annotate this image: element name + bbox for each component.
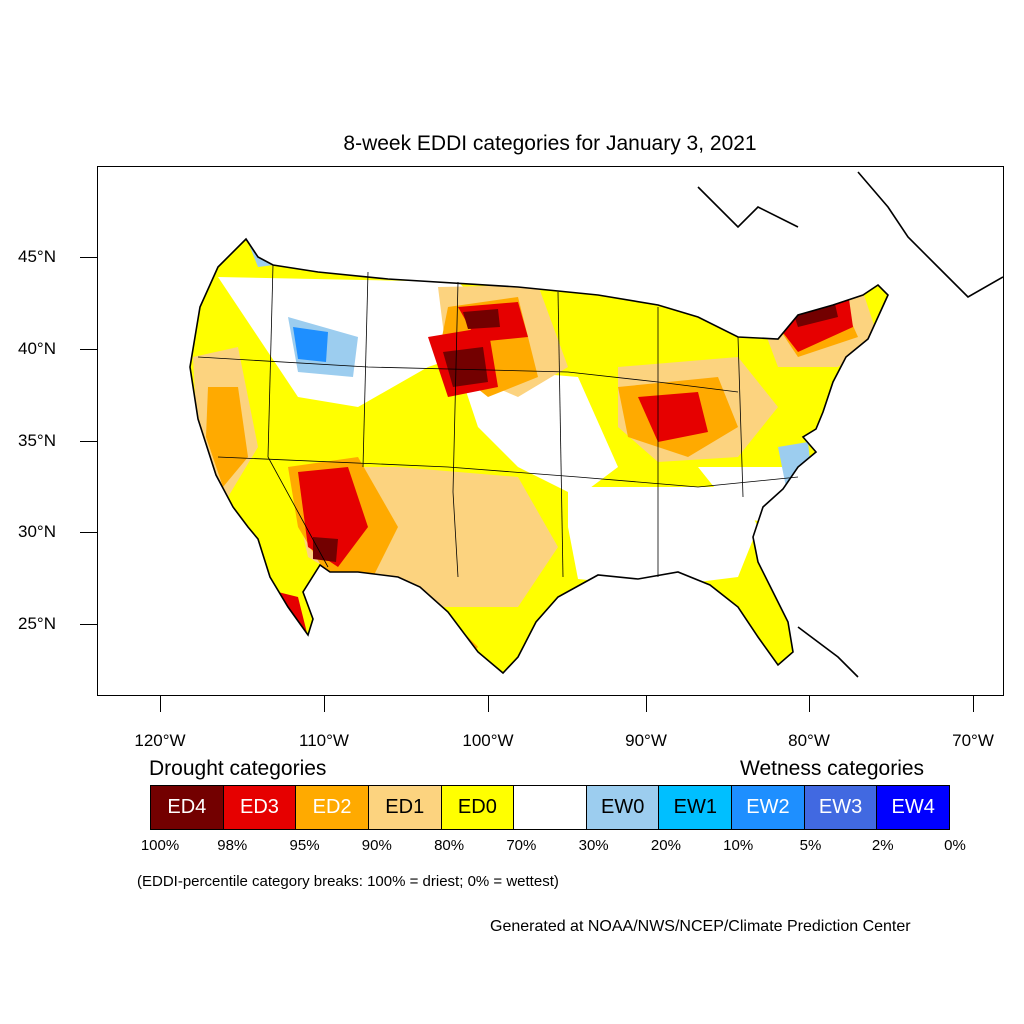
lon-label: 90°W [625, 731, 667, 750]
legend-break-label: 70% [506, 837, 537, 854]
lat-tick [80, 441, 97, 442]
drought-heading: Drought categories [149, 757, 327, 780]
legend-box: ED0 [441, 786, 515, 829]
page-title: 8-week EDDI categories for January 3, 20… [343, 132, 757, 155]
legend-break-label: 90% [361, 837, 392, 854]
legend-break-label: 30% [578, 837, 609, 854]
lat-tick [80, 624, 97, 625]
legend-break-label: 100% [140, 837, 180, 854]
lon-tick [324, 696, 325, 712]
lon-tick [488, 696, 489, 712]
legend-box: ED2 [296, 786, 369, 829]
legend-color-bar: ED4 ED3 ED2 ED1 ED0 EW0 EW1 EW2 EW3 EW4 [150, 785, 950, 830]
state-borders-layer [197, 264, 799, 578]
map-area [97, 166, 1004, 696]
category-note: (EDDI-percentile category breaks: 100% =… [137, 873, 559, 890]
lat-label: 35°N [18, 431, 56, 450]
lat-tick [80, 532, 97, 533]
lat-tick [80, 257, 97, 258]
legend-break-label: 5% [799, 837, 822, 854]
lon-label: 70°W [952, 731, 994, 750]
lon-label: 110°W [299, 731, 349, 750]
lat-tick [80, 349, 97, 350]
lon-tick [160, 696, 161, 712]
lon-tick [973, 696, 974, 712]
eddi-map [189, 171, 1003, 678]
legend-box [514, 786, 587, 829]
lat-label: 30°N [18, 522, 56, 541]
legend-break-label: 2% [871, 837, 894, 854]
legend-box: EW4 [877, 786, 950, 829]
lon-tick [809, 696, 810, 712]
legend-box: EW3 [804, 786, 878, 829]
legend-box: ED3 [223, 786, 297, 829]
legend-break-label: 10% [723, 837, 754, 854]
legend-box: EW1 [659, 786, 733, 829]
lon-label: 120°W [134, 731, 186, 750]
lon-tick [646, 696, 647, 712]
legend-box: EW0 [586, 786, 660, 829]
lon-label: 100°W [462, 731, 514, 750]
legend-break-label: 80% [434, 837, 465, 854]
legend-break-label: 0% [944, 837, 966, 854]
legend-break-label: 95% [289, 837, 320, 854]
coastline-layer [189, 171, 1003, 678]
lat-label: 40°N [18, 339, 56, 358]
eddi-fill-layer [190, 239, 888, 673]
legend-box: ED4 [151, 786, 224, 829]
legend-break-label: 98% [217, 837, 248, 854]
credit-line: Generated at NOAA/NWS/NCEP/Climate Predi… [490, 918, 911, 935]
legend-box: EW2 [732, 786, 805, 829]
lat-label: 45°N [18, 247, 56, 266]
wetness-heading: Wetness categories [740, 757, 925, 780]
legend-break-label: 20% [650, 837, 681, 854]
lat-label: 25°N [18, 614, 56, 633]
lon-label: 80°W [788, 731, 830, 750]
legend-box: ED1 [368, 786, 442, 829]
